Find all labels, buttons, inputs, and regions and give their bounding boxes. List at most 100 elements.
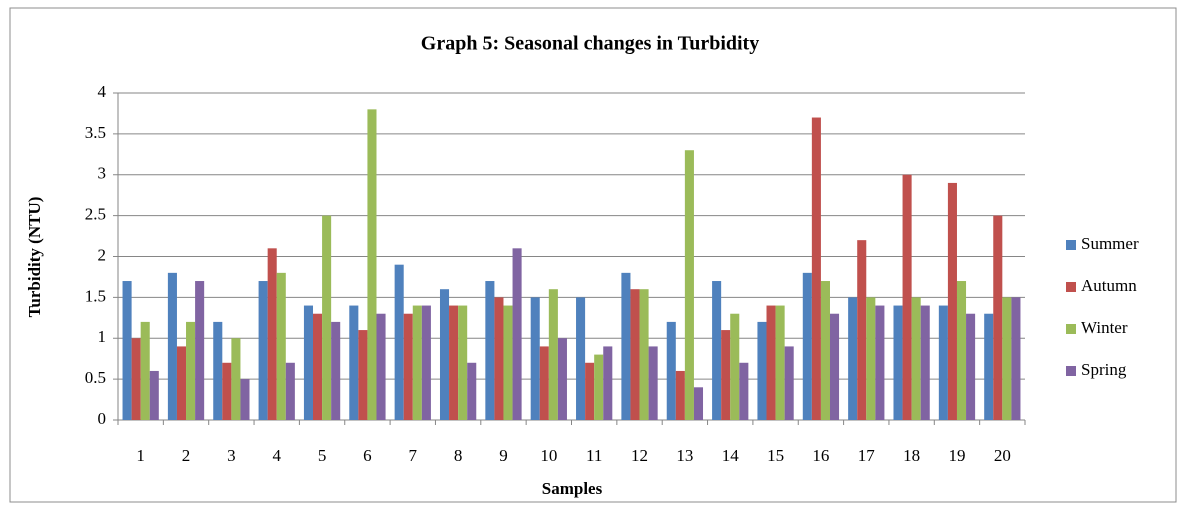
x-tick-label: 7 bbox=[409, 446, 418, 465]
bar bbox=[639, 289, 649, 420]
bar bbox=[730, 313, 740, 420]
bar bbox=[1002, 297, 1012, 420]
x-tick-label: 3 bbox=[227, 446, 236, 465]
bar bbox=[367, 109, 377, 420]
y-tick-label: 1 bbox=[98, 327, 107, 346]
bar bbox=[866, 297, 876, 420]
chart-title: Graph 5: Seasonal changes in Turbidity bbox=[421, 33, 759, 55]
bar bbox=[576, 297, 586, 420]
bar bbox=[993, 215, 1003, 420]
bar bbox=[802, 272, 812, 420]
bar bbox=[666, 321, 676, 420]
bar bbox=[176, 346, 187, 420]
bar bbox=[902, 174, 912, 420]
bar bbox=[911, 297, 921, 420]
bar bbox=[494, 297, 504, 420]
x-tick-label: 8 bbox=[454, 446, 463, 465]
x-tick-label: 17 bbox=[858, 446, 876, 465]
x-tick-label: 11 bbox=[586, 446, 602, 465]
bar bbox=[766, 305, 776, 420]
x-tick-label: 20 bbox=[994, 446, 1011, 465]
bar bbox=[485, 281, 495, 420]
bar bbox=[276, 272, 286, 420]
x-tick-label: 10 bbox=[540, 446, 557, 465]
bar bbox=[222, 362, 232, 420]
x-tick-label: 6 bbox=[363, 446, 372, 465]
bar bbox=[358, 330, 368, 420]
bar bbox=[829, 313, 840, 420]
bar bbox=[920, 305, 930, 420]
x-tick-label: 12 bbox=[631, 446, 648, 465]
y-tick-label: 0 bbox=[98, 409, 107, 428]
bar bbox=[503, 305, 513, 420]
bar bbox=[956, 281, 967, 420]
bar bbox=[585, 362, 595, 420]
bar bbox=[303, 305, 314, 420]
x-tick-label: 1 bbox=[136, 446, 145, 465]
bar bbox=[621, 272, 631, 420]
bar bbox=[349, 305, 359, 420]
x-tick-label: 15 bbox=[767, 446, 784, 465]
bar bbox=[122, 281, 132, 420]
bar bbox=[712, 281, 722, 420]
bar bbox=[449, 305, 459, 420]
bar bbox=[684, 150, 694, 420]
x-tick-label: 9 bbox=[499, 446, 508, 465]
x-tick-label: 4 bbox=[272, 446, 281, 465]
bar bbox=[947, 182, 957, 420]
bar bbox=[394, 264, 404, 420]
x-tick-label: 2 bbox=[182, 446, 191, 465]
bar bbox=[820, 281, 830, 420]
bar bbox=[376, 313, 386, 420]
legend-swatch bbox=[1066, 240, 1076, 250]
bar bbox=[539, 346, 549, 420]
bar bbox=[594, 354, 604, 420]
bar bbox=[267, 248, 277, 420]
x-tick-label: 13 bbox=[676, 446, 693, 465]
bar bbox=[775, 305, 785, 420]
x-tick-label: 5 bbox=[318, 446, 327, 465]
bar bbox=[938, 305, 948, 420]
bar bbox=[811, 117, 821, 421]
bar bbox=[285, 362, 295, 420]
y-axis-title: Turbidity (NTU) bbox=[25, 197, 44, 318]
bar bbox=[149, 370, 159, 420]
bar bbox=[131, 338, 141, 420]
legend-label: Autumn bbox=[1081, 276, 1137, 295]
bar bbox=[648, 346, 658, 420]
bar bbox=[630, 289, 640, 420]
x-axis-title: Samples bbox=[542, 479, 603, 498]
bar bbox=[675, 370, 685, 420]
y-tick-label: 0.5 bbox=[85, 368, 106, 387]
bar bbox=[140, 321, 150, 420]
bar bbox=[739, 362, 749, 420]
bar bbox=[458, 305, 468, 420]
bar bbox=[984, 313, 994, 420]
x-tick-label: 18 bbox=[903, 446, 920, 465]
bar bbox=[848, 297, 858, 420]
bar bbox=[530, 297, 540, 420]
legend-swatch bbox=[1066, 366, 1076, 376]
legend-label: Winter bbox=[1081, 318, 1128, 337]
x-tick-label: 16 bbox=[812, 446, 829, 465]
bar bbox=[167, 272, 177, 420]
bar bbox=[421, 305, 431, 420]
bar bbox=[857, 240, 867, 420]
bar bbox=[875, 305, 885, 420]
bar bbox=[784, 346, 794, 420]
bar bbox=[693, 387, 704, 420]
bar bbox=[186, 321, 196, 420]
y-tick-label: 2.5 bbox=[85, 205, 106, 224]
bar bbox=[213, 321, 223, 420]
bar bbox=[240, 379, 250, 420]
legend-label: Spring bbox=[1081, 360, 1127, 379]
bar bbox=[467, 362, 477, 420]
bar bbox=[966, 313, 976, 420]
bar bbox=[231, 338, 241, 420]
x-tick-label: 14 bbox=[722, 446, 740, 465]
bar bbox=[195, 281, 205, 420]
bar bbox=[557, 338, 567, 420]
y-tick-label: 4 bbox=[98, 82, 107, 101]
bar bbox=[403, 313, 413, 420]
